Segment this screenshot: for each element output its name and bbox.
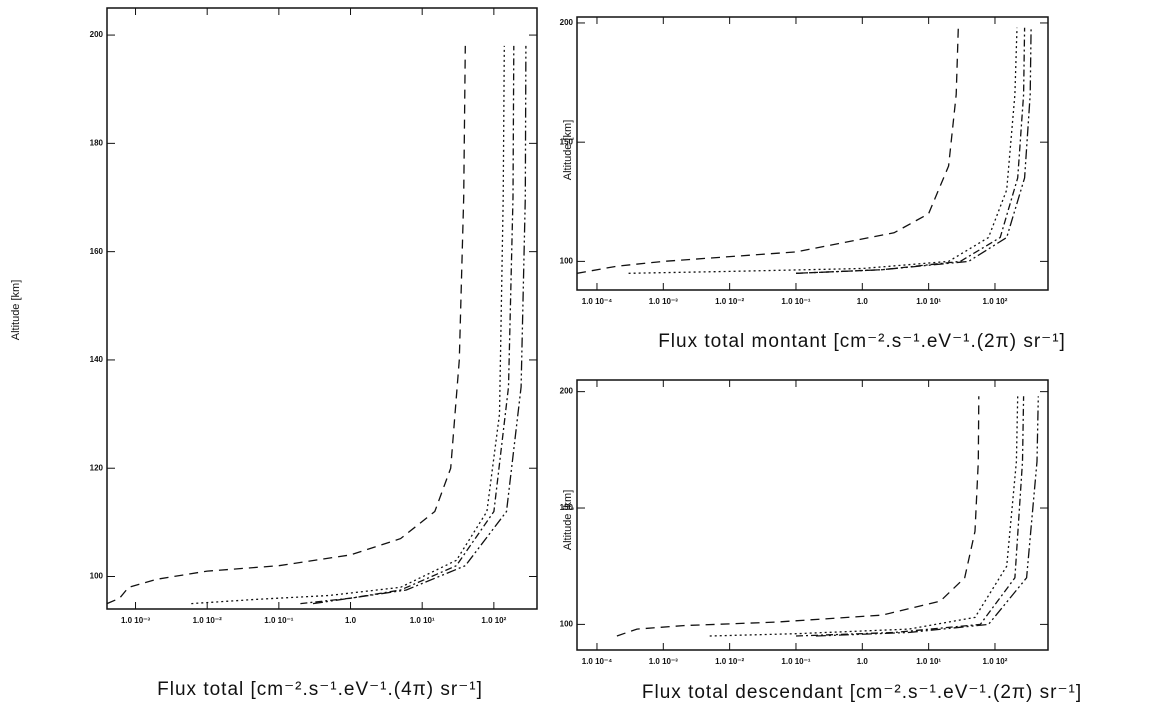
- flux-curve: [577, 27, 959, 274]
- y-tick-label: 150: [560, 503, 574, 512]
- y-tick-label: 180: [90, 138, 104, 147]
- flux-curve: [795, 396, 1025, 637]
- y-tick-label: 100: [560, 256, 574, 265]
- plot-frame: [576, 16, 1049, 291]
- x-tick-label: 1.0 10²: [481, 616, 506, 625]
- y-tick-label: 200: [560, 387, 574, 396]
- plot-frame: [576, 379, 1049, 651]
- x-axis-label: Flux total [cm⁻².s⁻¹.eV⁻¹.(4π) sr⁻¹]: [157, 679, 483, 700]
- x-tick-label: 1.0 10¹: [410, 616, 435, 625]
- x-tick-label: 1.0 10⁻³: [649, 657, 678, 666]
- flux-curve: [191, 45, 505, 605]
- x-tick-label: 1.0: [857, 297, 869, 306]
- x-tick-label: 1.0 10²: [983, 297, 1008, 306]
- y-axis-label: Altitude [km]: [562, 490, 574, 551]
- y-tick-label: 100: [90, 572, 104, 581]
- y-tick-label: 100: [560, 620, 574, 629]
- flux-curve: [107, 45, 466, 605]
- flux-curve: [795, 27, 1032, 274]
- flux-curve: [312, 45, 527, 605]
- x-tick-label: 1.0 10²: [983, 657, 1008, 666]
- x-tick-label: 1.0 10⁻¹: [264, 616, 293, 625]
- flux-curve: [795, 27, 1026, 274]
- x-axis-label: Flux total montant [cm⁻².s⁻¹.eV⁻¹.(2π) s…: [658, 331, 1066, 352]
- flux-curve: [628, 27, 1018, 274]
- y-tick-label: 200: [90, 30, 104, 39]
- flux-curve: [709, 396, 1019, 637]
- x-tick-label: 1.0 10⁻³: [649, 297, 678, 306]
- y-axis-label: Altitude [km]: [10, 280, 22, 341]
- y-tick-label: 160: [90, 247, 104, 256]
- plot-frame: [106, 7, 538, 610]
- y-tick-label: 150: [560, 137, 574, 146]
- x-tick-label: 1.0: [345, 616, 357, 625]
- x-tick-label: 1.0 10¹: [916, 657, 941, 666]
- x-tick-label: 1.0 10¹: [916, 297, 941, 306]
- y-tick-label: 120: [90, 463, 104, 472]
- x-tick-label: 1.0 10⁻⁴: [582, 297, 612, 306]
- x-tick-label: 1.0 10⁻³: [121, 616, 150, 625]
- x-tick-label: 1.0 10⁻¹: [781, 297, 810, 306]
- x-tick-label: 1.0 10⁻⁴: [582, 657, 612, 666]
- x-tick-label: 1.0 10⁻²: [715, 297, 744, 306]
- y-tick-label: 200: [560, 18, 574, 27]
- x-tick-label: 1.0 10⁻¹: [781, 657, 810, 666]
- y-axis-label: Altitude [km]: [562, 120, 574, 181]
- flux-curve: [300, 45, 515, 605]
- x-tick-label: 1.0 10⁻²: [193, 616, 222, 625]
- x-axis-label: Flux total descendant [cm⁻².s⁻¹.eV⁻¹.(2π…: [642, 682, 1082, 703]
- y-tick-label: 140: [90, 355, 104, 364]
- flux-curve: [815, 396, 1039, 637]
- x-tick-label: 1.0: [857, 657, 869, 666]
- x-tick-label: 1.0 10⁻²: [715, 657, 744, 666]
- flux-curve: [616, 396, 980, 637]
